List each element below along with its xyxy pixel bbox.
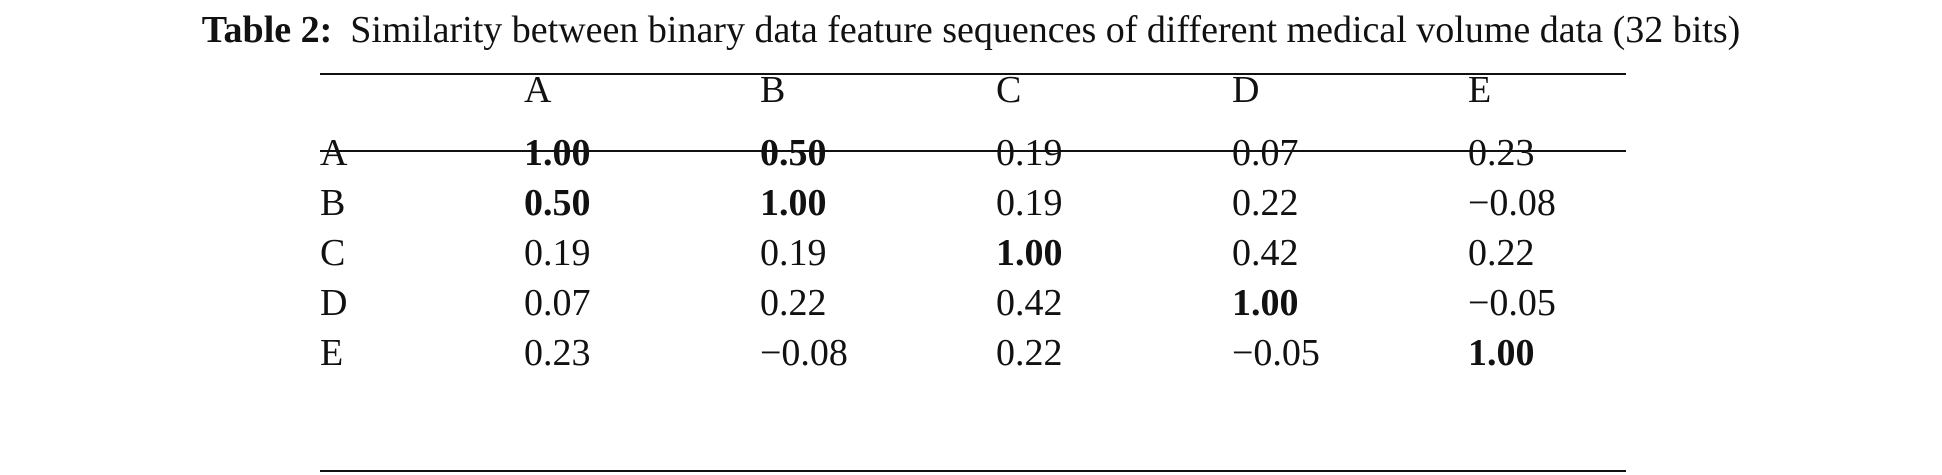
table-header-row: A B C D E <box>0 60 1942 120</box>
table-row-label: A <box>320 132 348 174</box>
table-header-rule <box>320 150 1626 152</box>
table-cell: 1.00 <box>1232 282 1299 324</box>
table-cell: 1.00 <box>760 182 827 224</box>
table-cell: 0.50 <box>524 182 591 224</box>
table-bottom-rule <box>320 470 1626 472</box>
table-cell: 1.00 <box>524 132 591 174</box>
table-row-label: E <box>320 332 344 374</box>
table-cell: 1.00 <box>1468 332 1535 374</box>
table-cell: 0.22 <box>760 282 827 324</box>
table-caption-text: Similarity between binary data feature s… <box>350 9 1741 51</box>
table-cell: 0.42 <box>1232 232 1299 274</box>
table-cell: 0.19 <box>996 132 1063 174</box>
table-row: D 0.07 0.22 0.42 1.00 −0.05 <box>0 273 1942 333</box>
table-cell: 0.19 <box>996 182 1063 224</box>
table-header-cell: A <box>524 69 552 111</box>
table-cell: 0.23 <box>1468 132 1535 174</box>
table-row: B 0.50 1.00 0.19 0.22 −0.08 <box>0 173 1942 233</box>
table-row: A 1.00 0.50 0.19 0.07 0.23 <box>0 123 1942 183</box>
table-row-label: C <box>320 232 346 274</box>
table-cell: 0.22 <box>996 332 1063 374</box>
table-row-label: B <box>320 182 346 224</box>
table-header-cell: E <box>1468 69 1492 111</box>
table-top-rule <box>320 73 1626 75</box>
table-caption-label: Table 2: <box>201 9 333 51</box>
table-cell: 0.23 <box>524 332 591 374</box>
table-header-cell: B <box>760 69 786 111</box>
table-cell: −0.08 <box>1468 182 1556 224</box>
table-cell: −0.05 <box>1232 332 1320 374</box>
table-row-label: D <box>320 282 348 324</box>
table-row: E 0.23 −0.08 0.22 −0.05 1.00 <box>0 323 1942 383</box>
table-cell: 0.07 <box>524 282 591 324</box>
table-cell: −0.05 <box>1468 282 1556 324</box>
table-header-cell: D <box>1232 69 1260 111</box>
table-cell: 0.22 <box>1468 232 1535 274</box>
table-header-cell: C <box>996 69 1022 111</box>
table-cell: 0.19 <box>524 232 591 274</box>
table-cell: 0.19 <box>760 232 827 274</box>
table-row: C 0.19 0.19 1.00 0.42 0.22 <box>0 223 1942 283</box>
table-caption: Table 2: Similarity between binary data f… <box>0 0 1942 60</box>
table-cell: 1.00 <box>996 232 1063 274</box>
table-cell: 0.42 <box>996 282 1063 324</box>
table-cell: 0.22 <box>1232 182 1299 224</box>
table-cell: 0.07 <box>1232 132 1299 174</box>
table-cell: 0.50 <box>760 132 827 174</box>
table-cell: −0.08 <box>760 332 848 374</box>
